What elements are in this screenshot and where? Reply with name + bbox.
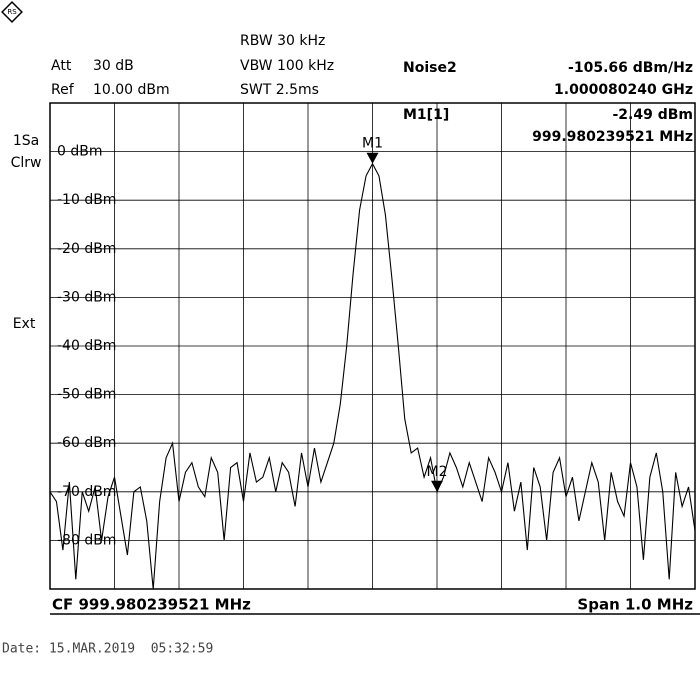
svg-text:RS: RS [7,8,17,16]
noise-freq: 1.000080240 GHz [554,82,693,98]
marker-label: M2 [427,464,448,480]
y-tick-label: -20 dBm [57,241,116,257]
trigger: Ext [13,316,36,332]
y-tick-label: -80 dBm [57,532,116,548]
marker-freq: 999.980239521 MHz [532,129,693,145]
date: Date: 15.MAR.2019 05:32:59 [2,642,213,657]
marker [431,480,443,492]
att-label: Att [51,58,72,74]
y-tick-label: -70 dBm [57,484,116,500]
y-tick-label: -60 dBm [57,435,116,451]
rbw: RBW 30 kHz [240,33,325,49]
att: 30 dB [93,58,134,74]
sample-count: 1Sa [13,133,39,149]
plot-frame [49,102,696,590]
plot: 0 dBm -10 dBm -20 dBm -30 dBm -40 dBm -50 dBm… [49,103,696,590]
ref-label: Ref [51,82,75,98]
span: Span 1.0 MHz [577,596,693,614]
center-frequency: CF 999.980239521 MHz [52,596,251,614]
vbw: VBW 100 kHz [240,58,334,74]
marker-value: -2.49 dBm [612,107,693,123]
swt: SWT 2.5ms [240,82,319,98]
noise-value: -105.66 dBm/Hz [568,60,693,76]
logo: RS [1,1,23,23]
trace-mode: Clrw [11,155,42,171]
marker [366,152,379,164]
marker-label: M1[1] [403,107,449,123]
y-tick-label: 0 dBm [57,144,103,160]
ref: 10.00 dBm [93,82,170,98]
y-tick-label: -30 dBm [57,289,116,305]
y-tick-label: -40 dBm [57,338,116,354]
marker-label: M1 [362,136,383,152]
noise-label: Noise2 [403,60,457,76]
y-tick-label: -10 dBm [57,192,116,208]
y-tick-label: -50 dBm [57,387,116,403]
